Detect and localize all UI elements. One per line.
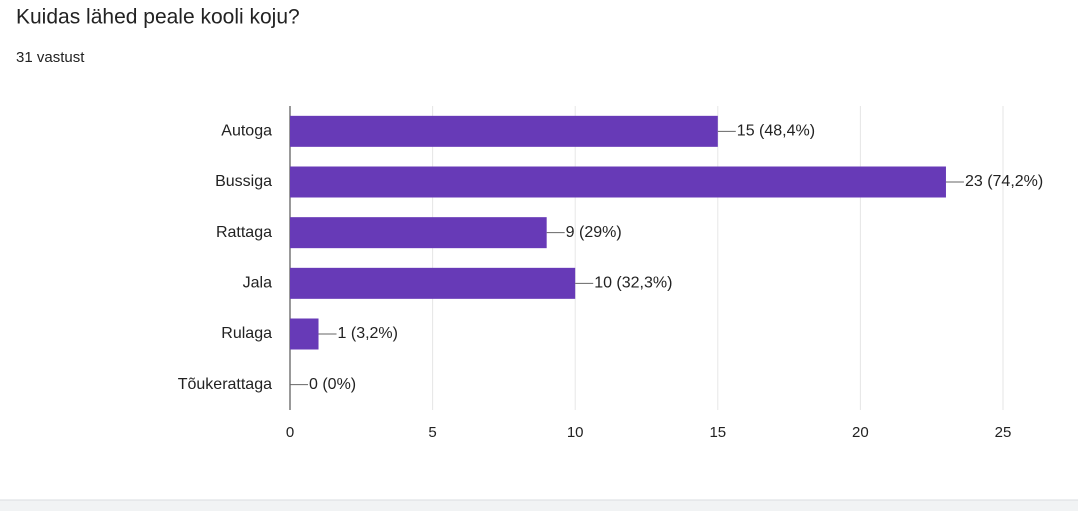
bar bbox=[290, 217, 547, 249]
value-label: 23 (74,2%) bbox=[965, 173, 1043, 190]
x-tick-label: 20 bbox=[852, 424, 869, 441]
value-label: 10 (32,3%) bbox=[594, 275, 672, 292]
footer-strip bbox=[0, 500, 1078, 511]
bar bbox=[290, 318, 319, 350]
bar bbox=[290, 166, 946, 198]
y-tick-label: Jala bbox=[243, 275, 272, 292]
y-tick-label: Autoga bbox=[221, 123, 272, 140]
value-label: 15 (48,4%) bbox=[737, 123, 815, 140]
value-label: 0 (0%) bbox=[309, 376, 356, 393]
bar bbox=[290, 115, 718, 147]
chart-subtitle: 31 vastust bbox=[16, 49, 85, 66]
y-tick-label: Rulaga bbox=[221, 325, 272, 342]
chart-title: Kuidas lähed peale kooli koju? bbox=[16, 6, 300, 29]
x-tick-label: 15 bbox=[709, 424, 726, 441]
x-tick-label: 25 bbox=[995, 424, 1012, 441]
value-label: 1 (3,2%) bbox=[338, 325, 398, 342]
bar bbox=[290, 267, 576, 299]
x-tick-label: 5 bbox=[428, 424, 436, 441]
y-tick-label: Rattaga bbox=[216, 224, 272, 241]
x-tick-label: 10 bbox=[567, 424, 584, 441]
y-tick-label: Tõukerattaga bbox=[178, 376, 272, 393]
y-tick-label: Bussiga bbox=[215, 173, 272, 190]
value-label: 9 (29%) bbox=[566, 224, 622, 241]
x-tick-label: 0 bbox=[286, 424, 294, 441]
